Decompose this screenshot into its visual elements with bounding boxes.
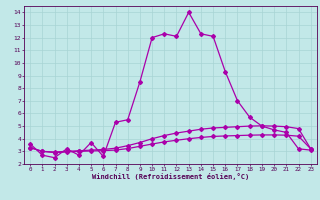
- X-axis label: Windchill (Refroidissement éolien,°C): Windchill (Refroidissement éolien,°C): [92, 173, 249, 180]
